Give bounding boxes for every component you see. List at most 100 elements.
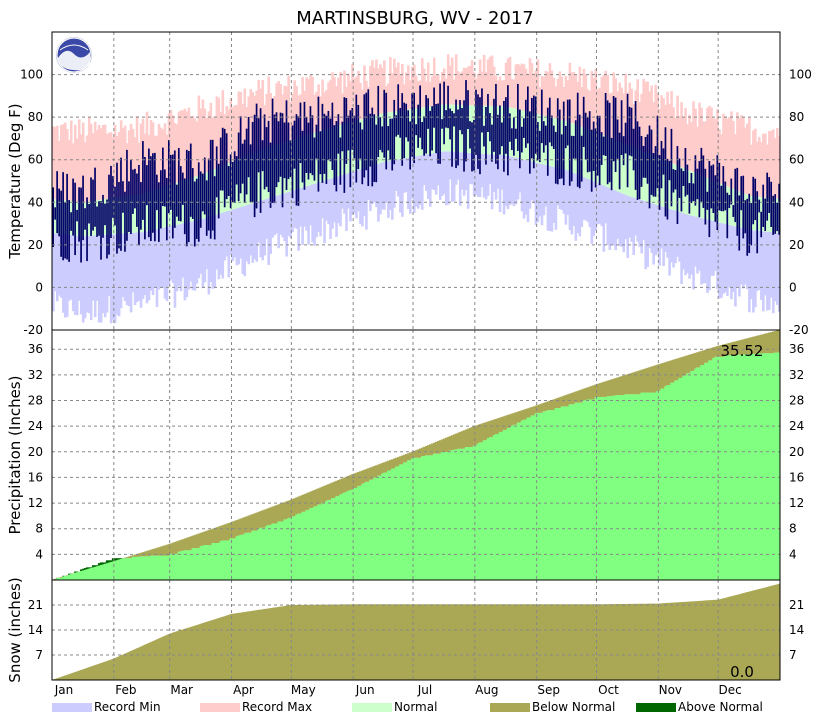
record-max-bar bbox=[369, 65, 372, 117]
precip-below-normal-bar bbox=[173, 541, 177, 554]
record-min-bar bbox=[321, 181, 324, 219]
record-max-bar bbox=[520, 63, 524, 111]
y-tick-label-left: 12 bbox=[28, 496, 43, 510]
precip-base-bar bbox=[173, 553, 177, 580]
precip-base-bar bbox=[480, 442, 484, 580]
observed-temp-bar bbox=[517, 83, 519, 151]
record-max-bar bbox=[249, 89, 253, 155]
precip-base-bar bbox=[181, 550, 185, 580]
precip-below-normal-bar bbox=[249, 514, 253, 533]
record-max-bar bbox=[484, 72, 488, 106]
precip-base-bar bbox=[416, 457, 420, 580]
record-min-bar bbox=[736, 226, 739, 287]
observed-temp-bar bbox=[259, 108, 262, 213]
record-min-bar bbox=[339, 175, 342, 227]
observed-temp-bar bbox=[94, 167, 96, 227]
y-tick-label-right: 20 bbox=[789, 445, 804, 459]
record-min-bar bbox=[650, 203, 653, 253]
record-max-bar bbox=[411, 66, 414, 109]
precip-above-normal-bar bbox=[115, 558, 119, 561]
record-max-bar bbox=[564, 76, 568, 121]
observed-temp-bar bbox=[568, 99, 571, 186]
record-min-bar bbox=[391, 160, 394, 220]
precip-base-bar bbox=[440, 452, 444, 580]
observed-temp-bar bbox=[52, 187, 54, 248]
record-min-bar bbox=[365, 167, 368, 230]
precip-base-bar bbox=[309, 508, 312, 580]
record-min-bar bbox=[416, 155, 420, 209]
record-min-bar bbox=[317, 182, 320, 233]
record-max-bar bbox=[109, 132, 113, 199]
precip-above-normal-bar bbox=[61, 575, 65, 577]
precip-below-normal-bar bbox=[241, 517, 245, 535]
observed-temp-bar bbox=[680, 168, 683, 212]
precip-base-bar bbox=[353, 487, 356, 580]
legend-label: Normal bbox=[394, 700, 437, 714]
precip-below-normal-bar bbox=[502, 416, 506, 430]
observed-temp-bar bbox=[495, 83, 497, 164]
record-min-bar bbox=[147, 230, 151, 301]
observed-temp-bar bbox=[327, 110, 330, 161]
record-min-bar bbox=[656, 205, 659, 254]
precip-below-normal-bar bbox=[271, 506, 274, 524]
record-min-bar bbox=[568, 171, 572, 230]
observed-temp-bar bbox=[70, 212, 72, 231]
precip-below-normal-bar bbox=[706, 349, 709, 363]
precip-below-normal-bar bbox=[570, 392, 574, 405]
precip-below-normal-bar bbox=[337, 480, 340, 497]
precip-below-normal-bar bbox=[197, 533, 201, 549]
normal-range-bar bbox=[452, 104, 456, 152]
observed-temp-bar bbox=[62, 172, 64, 261]
record-min-bar bbox=[131, 232, 135, 293]
observed-temp-bar bbox=[491, 124, 493, 162]
precip-base-bar bbox=[568, 404, 572, 580]
precip-below-normal-bar bbox=[554, 398, 558, 408]
precip-below-normal-bar bbox=[407, 453, 410, 461]
observed-temp-bar bbox=[499, 105, 501, 155]
observed-temp-bar bbox=[602, 136, 605, 156]
observed-temp-bar bbox=[150, 156, 152, 242]
observed-temp-bar bbox=[413, 92, 416, 164]
observed-temp-bar bbox=[161, 147, 164, 207]
normal-range-bar bbox=[682, 167, 685, 214]
precip-base-bar bbox=[510, 425, 514, 580]
record-max-bar bbox=[744, 127, 747, 194]
observed-temp-bar bbox=[295, 114, 298, 206]
precip-base-bar bbox=[271, 523, 274, 580]
record-max-bar bbox=[67, 140, 71, 201]
observed-temp-bar bbox=[660, 140, 663, 189]
record-max-bar bbox=[662, 98, 665, 160]
record-min-bar bbox=[213, 215, 217, 289]
precip-base-bar bbox=[524, 419, 528, 580]
record-min-bar bbox=[700, 217, 703, 285]
observed-temp-bar bbox=[554, 131, 557, 184]
record-min-bar bbox=[233, 208, 237, 258]
precip-below-normal-bar bbox=[359, 471, 362, 486]
precip-below-normal-bar bbox=[205, 530, 209, 546]
precip-below-normal-bar bbox=[638, 370, 641, 395]
precip-base-bar bbox=[422, 456, 426, 580]
record-min-bar bbox=[151, 229, 155, 296]
precip-base-bar bbox=[520, 420, 524, 580]
record-min-bar bbox=[490, 154, 494, 210]
record-min-bar bbox=[273, 196, 276, 236]
precip-base-bar bbox=[618, 395, 622, 580]
record-min-bar bbox=[546, 165, 550, 231]
record-min-bar bbox=[600, 184, 604, 227]
record-max-bar bbox=[778, 136, 780, 199]
precip-base-bar bbox=[734, 354, 737, 580]
record-min-bar bbox=[177, 224, 181, 286]
record-max-bar bbox=[590, 70, 594, 131]
record-min-bar bbox=[145, 231, 149, 304]
precip-base-bar bbox=[87, 568, 91, 580]
observed-temp-bar bbox=[347, 115, 350, 151]
record-max-bar bbox=[359, 82, 362, 120]
observed-temp-bar bbox=[720, 185, 723, 212]
precip-base-bar bbox=[237, 535, 241, 580]
precip-base-bar bbox=[580, 402, 584, 580]
precip-base-bar bbox=[748, 354, 751, 580]
precip-base-bar bbox=[500, 431, 504, 580]
precip-below-normal-bar bbox=[658, 363, 661, 391]
precip-below-normal-bar bbox=[430, 443, 434, 456]
record-max-bar bbox=[327, 82, 330, 129]
